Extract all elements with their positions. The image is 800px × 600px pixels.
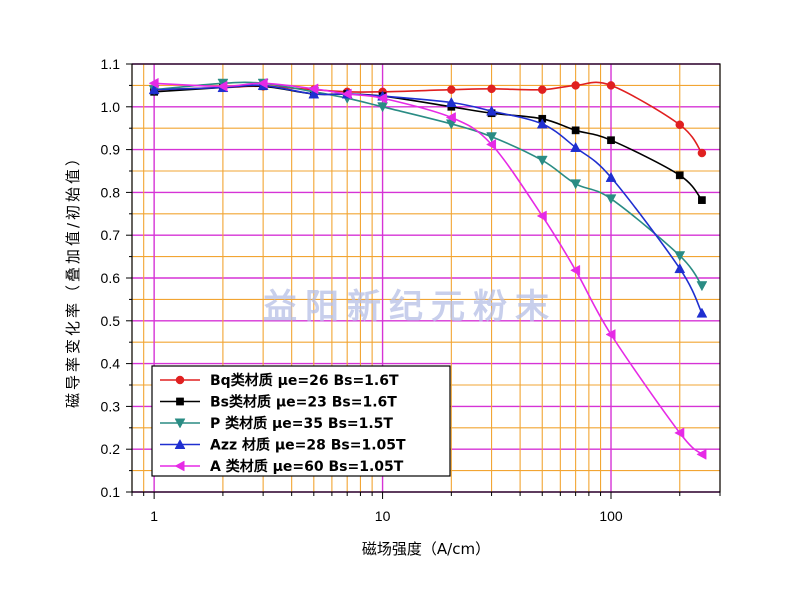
data-point <box>308 83 319 95</box>
x-ticks: 1 10 100 <box>131 492 721 524</box>
series-2 <box>148 78 708 292</box>
data-point <box>148 84 160 95</box>
data-point <box>607 136 615 145</box>
data-point <box>570 179 582 190</box>
y-tick-label: 0.5 <box>101 313 121 329</box>
data-point <box>570 141 582 152</box>
data-point <box>536 210 547 222</box>
data-point <box>537 85 547 94</box>
series-line <box>154 81 703 287</box>
x-tick-label: 10 <box>375 508 391 524</box>
y-axis-title: 磁导率变化率（叠加值/初始值） <box>64 148 82 408</box>
data-point <box>377 102 388 113</box>
legend-swatch-marker <box>176 397 184 406</box>
legend-label: Bq类材质 μe=26 Bs=1.6T <box>210 372 399 389</box>
legend-swatch-marker <box>174 460 185 472</box>
data-point <box>696 448 707 460</box>
data-point <box>445 96 457 108</box>
series-line <box>154 85 703 201</box>
y-tick-label: 0.1 <box>101 484 121 500</box>
series-4 <box>148 77 707 460</box>
y-tick-label: 0.4 <box>101 356 121 372</box>
legend-label: A 类材质 μe=60 Bs=1.05T <box>210 458 404 475</box>
data-point <box>570 264 581 276</box>
data-point <box>674 427 685 439</box>
data-point <box>696 281 708 292</box>
data-point <box>605 171 617 182</box>
data-point <box>148 77 159 89</box>
y-tick-label: 0.2 <box>101 441 121 457</box>
data-point <box>675 120 685 130</box>
legend-swatch-marker <box>174 418 186 429</box>
y-ticks: 0.1 0.2 0.3 0.4 0.5 0.6 0.7 0.8 0.9 1.0 1.1 <box>101 56 132 500</box>
series-line <box>154 84 703 314</box>
data-point <box>696 307 708 318</box>
legend-label: Bs类材质 μe=23 Bs=1.6T <box>210 394 397 411</box>
data-point <box>447 85 456 94</box>
data-point <box>486 132 497 143</box>
data-point <box>697 148 707 158</box>
legend-swatch-marker <box>174 438 186 449</box>
y-tick-label: 1.0 <box>101 99 121 115</box>
data-point <box>487 84 496 94</box>
y-tick-label: 0.8 <box>101 184 121 200</box>
y-tick-label: 0.7 <box>101 227 121 243</box>
data-point <box>605 194 617 205</box>
series-3 <box>148 79 708 318</box>
series-group <box>148 77 708 460</box>
x-tick-label: 100 <box>599 508 623 524</box>
y-tick-label: 0.3 <box>101 398 121 414</box>
data-point <box>536 155 548 166</box>
data-point <box>308 88 320 99</box>
data-point <box>571 81 580 90</box>
legend-label: P 类材质 μe=35 Bs=1.5T <box>210 415 393 432</box>
data-point <box>486 139 497 150</box>
data-point <box>536 118 548 129</box>
data-point <box>486 105 497 116</box>
x-axis-title: 磁场强度（A/cm） <box>362 540 490 558</box>
data-point <box>674 251 686 262</box>
data-point <box>377 92 388 104</box>
data-point <box>445 112 456 123</box>
x-tick-label: 1 <box>150 508 158 524</box>
data-point <box>675 171 684 180</box>
watermark: 益阳新纪元粉末 <box>263 287 557 327</box>
legend-label: Azz 材质 μe=28 Bs=1.05T <box>210 437 406 454</box>
data-point <box>217 80 228 92</box>
legend-swatch-marker <box>175 375 185 385</box>
data-point <box>698 196 706 204</box>
legend: Bq类材质 μe=26 Bs=1.6T Bs类材质 μe=23 Bs=1.6T P … <box>151 365 451 477</box>
data-point <box>571 126 580 135</box>
series-1 <box>150 82 706 204</box>
data-point <box>257 77 268 89</box>
data-point <box>605 329 616 340</box>
data-point <box>341 88 352 100</box>
y-tick-label: 0.6 <box>101 270 121 286</box>
data-point <box>606 81 616 90</box>
y-tick-label: 1.1 <box>101 56 121 72</box>
legend-box <box>151 365 451 477</box>
data-point <box>674 263 686 274</box>
y-tick-label: 0.9 <box>101 142 121 158</box>
